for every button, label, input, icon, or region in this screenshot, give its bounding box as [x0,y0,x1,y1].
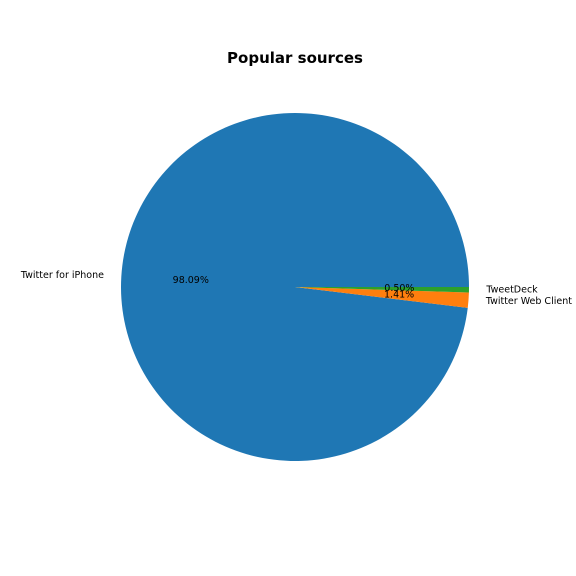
slice-label-2: TweetDeck [485,285,538,296]
slice-pct-label-0: 98.09% [173,275,209,286]
slice-label-1: Twitter Web Client [485,296,572,307]
pie-slice-2 [295,287,469,293]
pie-labels: Twitter for iPhone 98.09% Twitter Web Clie… [20,270,572,307]
chart-title: Popular sources [227,49,363,67]
pie-slice-1 [295,287,469,308]
pie-slice-0 [121,112,469,461]
slice-label-0: Twitter for iPhone [20,270,104,281]
slice-pct-label-2: 0.50% [384,283,414,294]
slice-pct-label-1: 1.41% [384,289,414,300]
pie-slices [121,112,469,461]
